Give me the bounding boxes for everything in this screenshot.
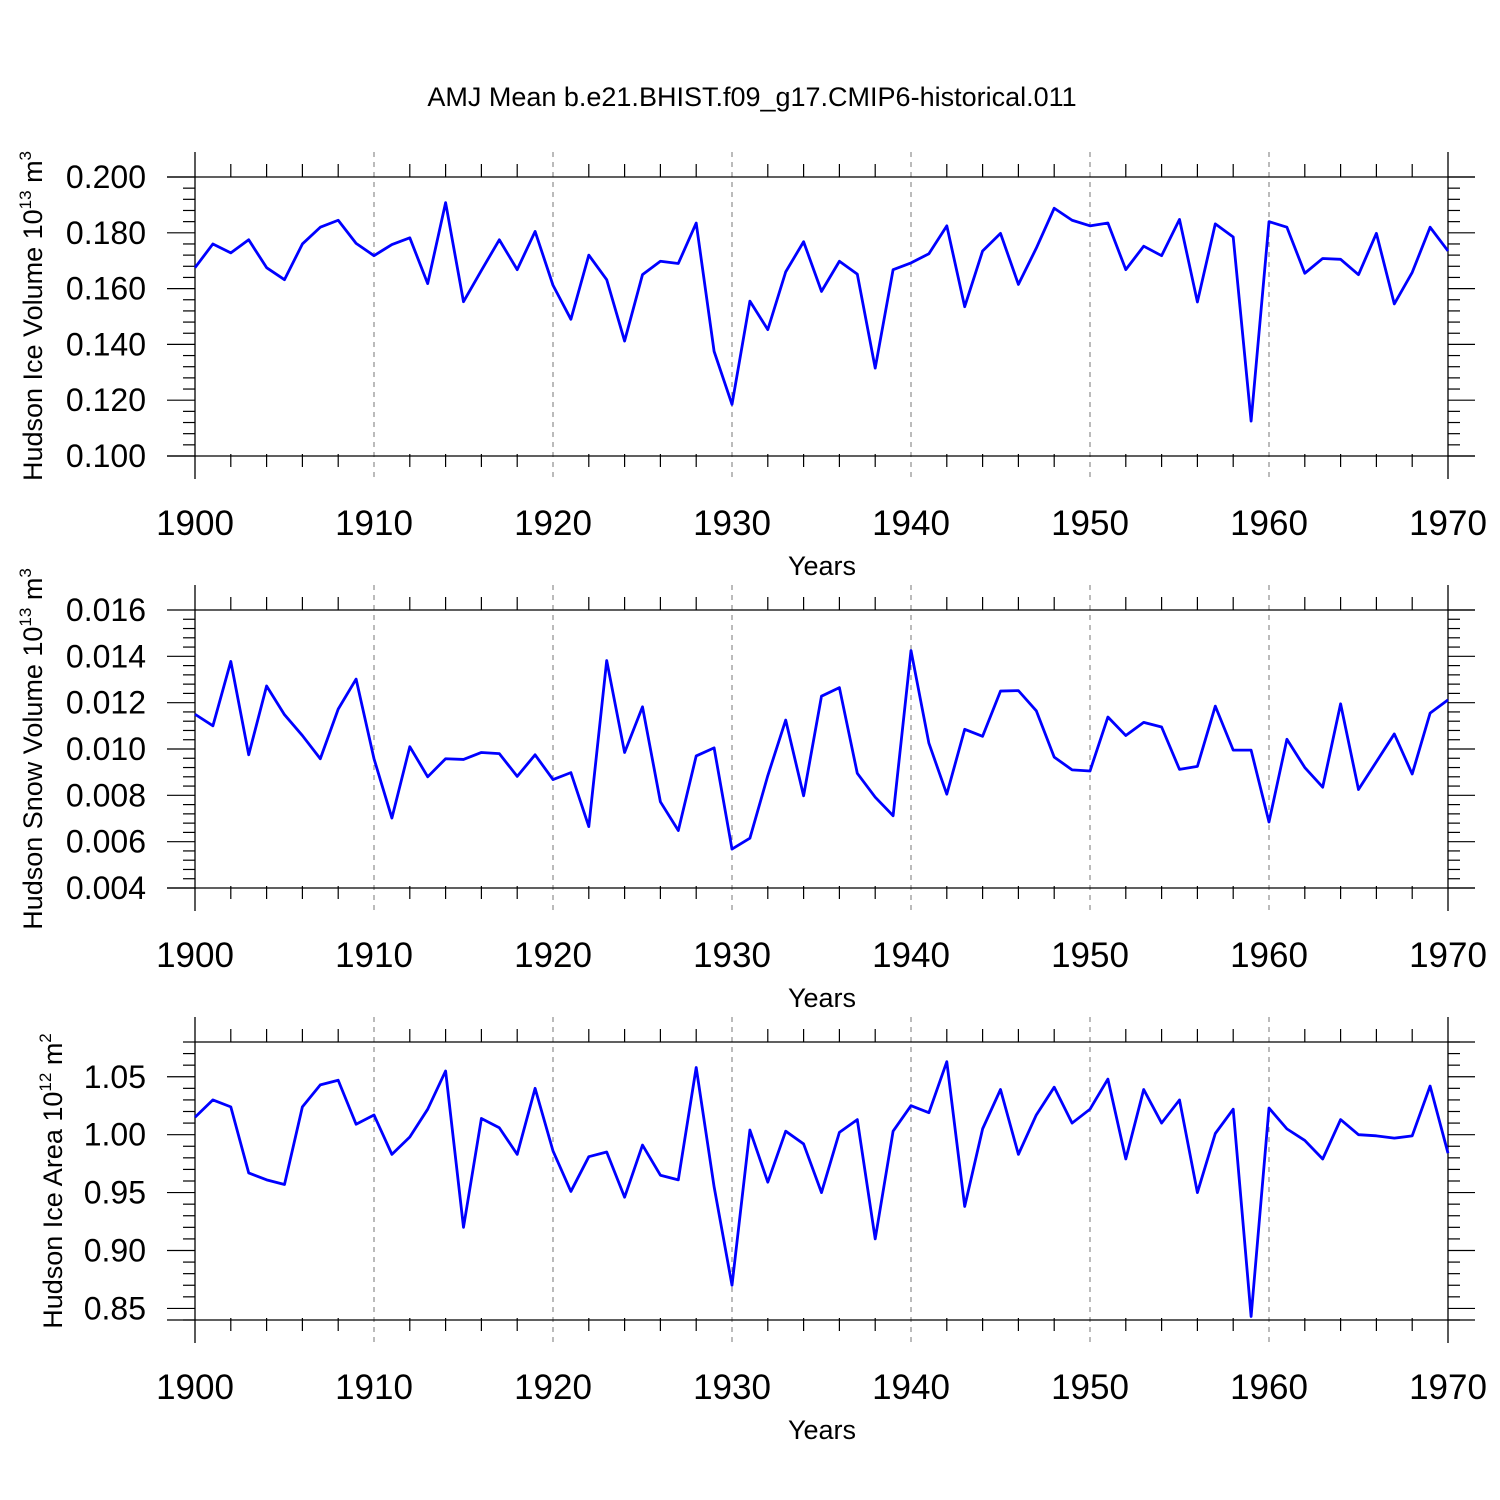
x-tick-label: 1920 <box>514 504 592 543</box>
y-tick-label: 0.200 <box>66 159 146 195</box>
series-line-ice_volume <box>193 201 1450 423</box>
y-tick-label: 1.00 <box>84 1117 146 1153</box>
y-axis-title-exponent: 12 <box>36 1073 55 1092</box>
x-axis-title: Years <box>788 983 856 1013</box>
x-tick-label: 1900 <box>156 504 234 543</box>
y-tick-label: 0.120 <box>66 382 146 418</box>
x-tick-label: 1910 <box>335 504 413 543</box>
y-axis-title-text: m <box>38 1043 68 1073</box>
y-tick-label: 0.160 <box>66 271 146 307</box>
x-tick-label: 1920 <box>514 1368 592 1407</box>
y-tick-label: 0.180 <box>66 215 146 251</box>
x-axis-title: Years <box>788 1415 856 1445</box>
panel-2: 1900 1910 1920 1930 1940 1950 1960 1970 Years 0.0… <box>16 568 1487 1013</box>
x-tick-label: 1950 <box>1051 504 1129 543</box>
y-axis-title-text: m <box>18 160 48 190</box>
x-tick-label: 1940 <box>872 936 950 975</box>
x-tick-label: 1930 <box>693 504 771 543</box>
y-tick-label: 0.012 <box>66 685 146 721</box>
x-tick-label: 1900 <box>156 936 234 975</box>
series-line-snow_volume <box>194 649 1449 851</box>
y-axis-title-text: Hudson Ice Area 10 <box>38 1092 68 1329</box>
y-axis-title: Hudson Ice Volume 1013 m3 <box>16 151 48 481</box>
x-tick-label: 1950 <box>1051 1368 1129 1407</box>
x-tick-label: 1970 <box>1409 1368 1487 1407</box>
x-tick-label: 1970 <box>1409 504 1487 543</box>
panel-1: 1900 1910 1920 1930 1940 1950 1960 1970 Years 0.1… <box>16 151 1487 581</box>
y-tick-label: 0.100 <box>66 438 146 474</box>
x-tick-label: 1940 <box>872 504 950 543</box>
panel-3: 1900 1910 1920 1930 1940 1950 1960 1970 Years 0.8… <box>36 1017 1487 1445</box>
y-tick-label: 1.05 <box>84 1059 146 1095</box>
x-tick-label: 1920 <box>514 936 592 975</box>
y-axis-title-exponent: 13 <box>16 608 35 627</box>
x-axis-title: Years <box>788 551 856 581</box>
y-axis-title: Hudson Ice Area 1012 m2 <box>36 1033 68 1329</box>
x-tick-label: 1960 <box>1230 936 1308 975</box>
y-tick-label: 0.90 <box>84 1233 146 1269</box>
y-axis-title-exponent: 13 <box>16 190 35 209</box>
y-tick-label: 0.95 <box>84 1175 146 1211</box>
x-tick-label: 1910 <box>335 936 413 975</box>
y-tick-label: 0.85 <box>84 1290 146 1326</box>
x-tick-label: 1960 <box>1230 504 1308 543</box>
x-tick-label: 1900 <box>156 1368 234 1407</box>
y-axis-title-text: Hudson Ice Volume 10 <box>18 209 48 481</box>
y-axis-title-text: Hudson Snow Volume 10 <box>18 627 48 930</box>
x-tick-label: 1930 <box>693 936 771 975</box>
y-axis-title: Hudson Snow Volume 1013 m3 <box>16 568 48 930</box>
y-tick-label: 0.008 <box>66 777 146 813</box>
x-tick-label: 1940 <box>872 1368 950 1407</box>
chart-title: AMJ Mean b.e21.BHIST.f09_g17.CMIP6-histo… <box>427 82 1076 112</box>
y-tick-label: 0.016 <box>66 592 146 628</box>
y-tick-label: 0.010 <box>66 731 146 767</box>
x-tick-label: 1960 <box>1230 1368 1308 1407</box>
y-tick-label: 0.014 <box>66 638 146 674</box>
y-axis-title-exponent: 3 <box>16 568 35 577</box>
y-axis-title-exponent: 3 <box>16 151 35 160</box>
y-tick-label: 0.006 <box>66 824 146 860</box>
y-axis-title-exponent: 2 <box>36 1033 55 1042</box>
y-tick-label: 0.140 <box>66 326 146 362</box>
x-tick-label: 1910 <box>335 1368 413 1407</box>
y-tick-label: 0.004 <box>66 870 146 906</box>
y-axis-title-text: m <box>18 578 48 608</box>
x-tick-label: 1950 <box>1051 936 1129 975</box>
x-tick-label: 1970 <box>1409 936 1487 975</box>
series-line-ice_area <box>194 1060 1450 1318</box>
x-tick-label: 1930 <box>693 1368 771 1407</box>
panels: 1900 1910 1920 1930 1940 1950 1960 1970 Years 0.1… <box>16 151 1487 1445</box>
